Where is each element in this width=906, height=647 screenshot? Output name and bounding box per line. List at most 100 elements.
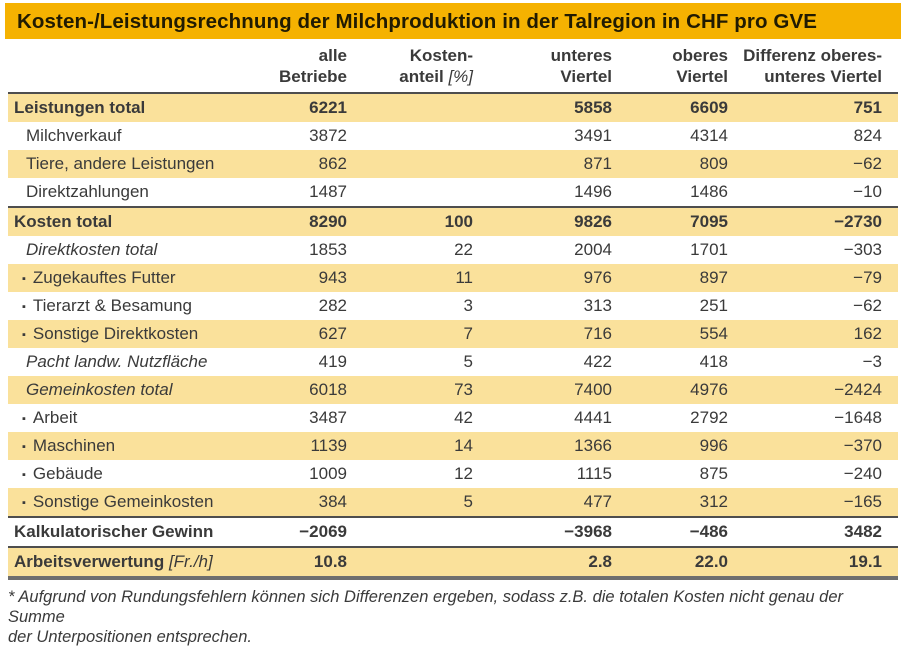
- table-row-tiere-andere-leistungen: Tiere, andere Leistungen 862 871 809 −62: [8, 150, 898, 178]
- table-row-direktkosten-total: Direktkosten total 1853 22 2004 1701 −30…: [8, 236, 898, 264]
- cell-unteres-viertel: 5858: [574, 98, 612, 117]
- cell-alle-betriebe: 1009: [309, 464, 347, 483]
- cell-differenz: 19.1: [848, 552, 882, 571]
- table-row-direktzahlungen: Direktzahlungen 1487 1496 1486 −10: [8, 178, 898, 206]
- table-row-arbeitsverwertung: Arbeitsverwertung [Fr./h] 10.8 2.8 22.0 …: [8, 548, 898, 576]
- table-row-kalkulatorischer-gewinn: Kalkulatorischer Gewinn −2069 −3968 −486…: [8, 518, 898, 546]
- column-header-alle-betriebe: alle Betriebe: [278, 46, 347, 86]
- cell-alle-betriebe: −2069: [299, 522, 347, 541]
- cell-oberes-viertel: −486: [689, 522, 728, 541]
- cell-differenz: −3: [862, 352, 882, 371]
- row-label: Kosten total: [14, 212, 113, 231]
- column-header-differenz: Differenz oberes- unteres Viertel: [743, 46, 882, 86]
- cell-alle-betriebe: 419: [318, 352, 347, 371]
- cost-performance-table: alle Betriebe Kosten- anteil [%] unteres…: [8, 39, 898, 580]
- table-row-zugekauftes-futter: ▪ Zugekauftes Futter 943 11 976 897 −79: [8, 264, 898, 292]
- cell-oberes-viertel: 1486: [690, 182, 728, 201]
- table-row-gemeinkosten-total: Gemeinkosten total 6018 73 7400 4976 −24…: [8, 376, 898, 404]
- footnote-line-1: * Aufgrund von Rundungsfehlern können si…: [8, 588, 844, 626]
- cell-kostenanteil: 12: [454, 464, 473, 483]
- bullet-icon: ▪: [22, 469, 26, 481]
- cell-differenz: −1648: [834, 408, 882, 427]
- bullet-icon: ▪: [22, 413, 26, 425]
- bullet-icon: ▪: [22, 301, 26, 313]
- cell-unteres-viertel: 7400: [574, 380, 612, 399]
- cell-oberes-viertel: 4314: [690, 126, 728, 145]
- cell-unteres-viertel: 976: [583, 268, 612, 287]
- row-label: Direktkosten total: [26, 240, 158, 259]
- table-row-sonstige-gemeinkosten: ▪ Sonstige Gemeinkosten 384 5 477 312 −16…: [8, 488, 898, 516]
- bullet-icon: ▪: [22, 329, 26, 341]
- cell-kostenanteil: 11: [455, 268, 473, 287]
- row-label: ▪ Gebäude: [22, 464, 103, 483]
- cell-unteres-viertel: 871: [583, 154, 612, 173]
- table-bottom-rule: [8, 576, 898, 580]
- cell-differenz: −2730: [834, 212, 882, 231]
- footnote: * Aufgrund von Rundungsfehlern können si…: [8, 587, 898, 647]
- cell-oberes-viertel: 6609: [690, 98, 728, 117]
- row-label: Leistungen total: [14, 98, 146, 117]
- row-label: ▪ Sonstige Gemeinkosten: [22, 492, 214, 511]
- cell-alle-betriebe: 3872: [309, 126, 347, 145]
- cell-unteres-viertel: 3491: [574, 126, 612, 145]
- cell-oberes-viertel: 809: [699, 154, 728, 173]
- row-label: ▪ Maschinen: [22, 436, 116, 455]
- row-label: Arbeitsverwertung [Fr./h]: [14, 552, 213, 571]
- cell-oberes-viertel: 22.0: [694, 552, 728, 571]
- cell-unteres-viertel: 1496: [574, 182, 612, 201]
- table-row-tierarzt-besamung: ▪ Tierarzt & Besamung 282 3 313 251 −62: [8, 292, 898, 320]
- cell-kostenanteil: 42: [454, 408, 473, 427]
- cell-alle-betriebe: 8290: [309, 212, 347, 231]
- column-header-unteres-viertel: unteres Viertel: [550, 46, 612, 86]
- table-row-milchverkauf: Milchverkauf 3872 3491 4314 824: [8, 122, 898, 150]
- table-row-maschinen: ▪ Maschinen 1139 14 1366 996 −370: [8, 432, 898, 460]
- cell-alle-betriebe: 384: [318, 492, 347, 511]
- cell-kostenanteil: 5: [463, 492, 473, 511]
- cell-oberes-viertel: 2792: [690, 408, 728, 427]
- row-label: Kalkulatorischer Gewinn: [14, 522, 214, 541]
- cell-unteres-viertel: 9826: [574, 212, 612, 231]
- cell-differenz: −240: [843, 464, 882, 483]
- section-divider: [8, 206, 898, 208]
- row-label: ▪ Arbeit: [22, 408, 78, 427]
- row-label: Tiere, andere Leistungen: [26, 154, 215, 173]
- cell-differenz: −62: [853, 154, 882, 173]
- cell-kostenanteil: 22: [454, 240, 473, 259]
- column-header-kostenanteil: Kosten- anteil [%]: [399, 46, 473, 86]
- bullet-icon: ▪: [22, 441, 26, 453]
- row-label: ▪ Sonstige Direktkosten: [22, 324, 199, 343]
- table-row-arbeit: ▪ Arbeit 3487 42 4441 2792 −1648: [8, 404, 898, 432]
- table-row-gebaeude: ▪ Gebäude 1009 12 1115 875 −240: [8, 460, 898, 488]
- cell-oberes-viertel: 897: [699, 268, 728, 287]
- cell-differenz: −10: [853, 182, 882, 201]
- cell-alle-betriebe: 1139: [310, 436, 347, 455]
- cell-unteres-viertel: 2004: [574, 240, 612, 259]
- cell-alle-betriebe: 6018: [309, 380, 347, 399]
- cell-differenz: 824: [853, 126, 882, 145]
- cell-alle-betriebe: 6221: [309, 98, 347, 117]
- section-divider: [8, 516, 898, 518]
- cell-kostenanteil: 73: [454, 380, 473, 399]
- cell-alle-betriebe: 10.8: [313, 552, 347, 571]
- column-header-oberes-viertel: oberes Viertel: [672, 46, 728, 86]
- cell-differenz: −303: [843, 240, 882, 259]
- cell-unteres-viertel: 1366: [574, 436, 612, 455]
- footnote-line-2: der Unterpositionen entsprechen.: [8, 628, 252, 646]
- cell-unteres-viertel: 4441: [574, 408, 612, 427]
- row-label: Milchverkauf: [26, 126, 122, 145]
- row-label: ▪ Zugekauftes Futter: [22, 268, 176, 287]
- cell-unteres-viertel: −3968: [564, 522, 612, 541]
- cell-unteres-viertel: 716: [583, 324, 612, 343]
- cell-differenz: 3482: [844, 522, 882, 541]
- cell-differenz: −2424: [834, 380, 882, 399]
- percent-unit-label: [%]: [448, 67, 473, 86]
- cell-alle-betriebe: 862: [318, 154, 347, 173]
- bullet-icon: ▪: [22, 497, 26, 509]
- cell-oberes-viertel: 312: [699, 492, 728, 511]
- cell-oberes-viertel: 7095: [690, 212, 728, 231]
- cell-unteres-viertel: 1115: [576, 464, 612, 483]
- cell-differenz: −62: [853, 296, 882, 315]
- cell-oberes-viertel: 1701: [690, 240, 728, 259]
- cell-differenz: −165: [843, 492, 882, 511]
- column-header-row: alle Betriebe Kosten- anteil [%] unteres…: [8, 39, 898, 92]
